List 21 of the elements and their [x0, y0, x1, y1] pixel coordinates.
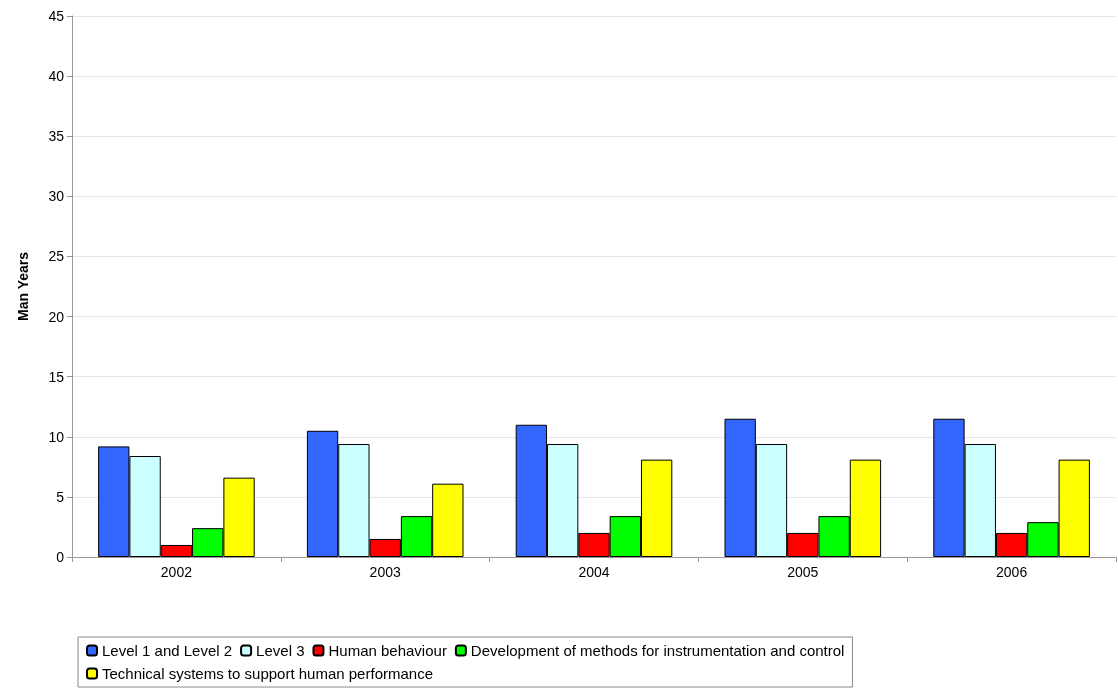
legend-label: Development of methods for instrumentation and control — [470, 642, 845, 659]
y-tick-label: 0 — [56, 549, 65, 565]
legend-label: Level 3 — [256, 642, 305, 659]
x-tick-label: 2002 — [160, 564, 193, 580]
y-tick-label: 20 — [48, 308, 65, 325]
y-tick-label: 40 — [48, 68, 65, 85]
legend-label: Level 1 and Level 2 — [102, 642, 233, 659]
y-tick-label: 10 — [48, 428, 65, 445]
x-tick-label: 2003 — [369, 564, 401, 580]
legend-label: Human behaviour — [328, 642, 447, 659]
x-tick-label: 2005 — [787, 564, 819, 580]
y-tick-label: 5 — [56, 488, 65, 505]
y-tick-label: 45 — [48, 8, 65, 24]
y-tick-label: 25 — [48, 248, 65, 265]
y-tick-label: 15 — [48, 368, 65, 385]
y-axis-title: Man Years — [15, 251, 31, 322]
y-tick-label: 35 — [48, 128, 65, 145]
x-tick-label: 2004 — [578, 564, 610, 580]
legend-label: Technical systems to support human performance — [102, 665, 433, 682]
y-tick-label: 30 — [48, 188, 65, 205]
x-tick-label: 2006 — [996, 564, 1028, 580]
